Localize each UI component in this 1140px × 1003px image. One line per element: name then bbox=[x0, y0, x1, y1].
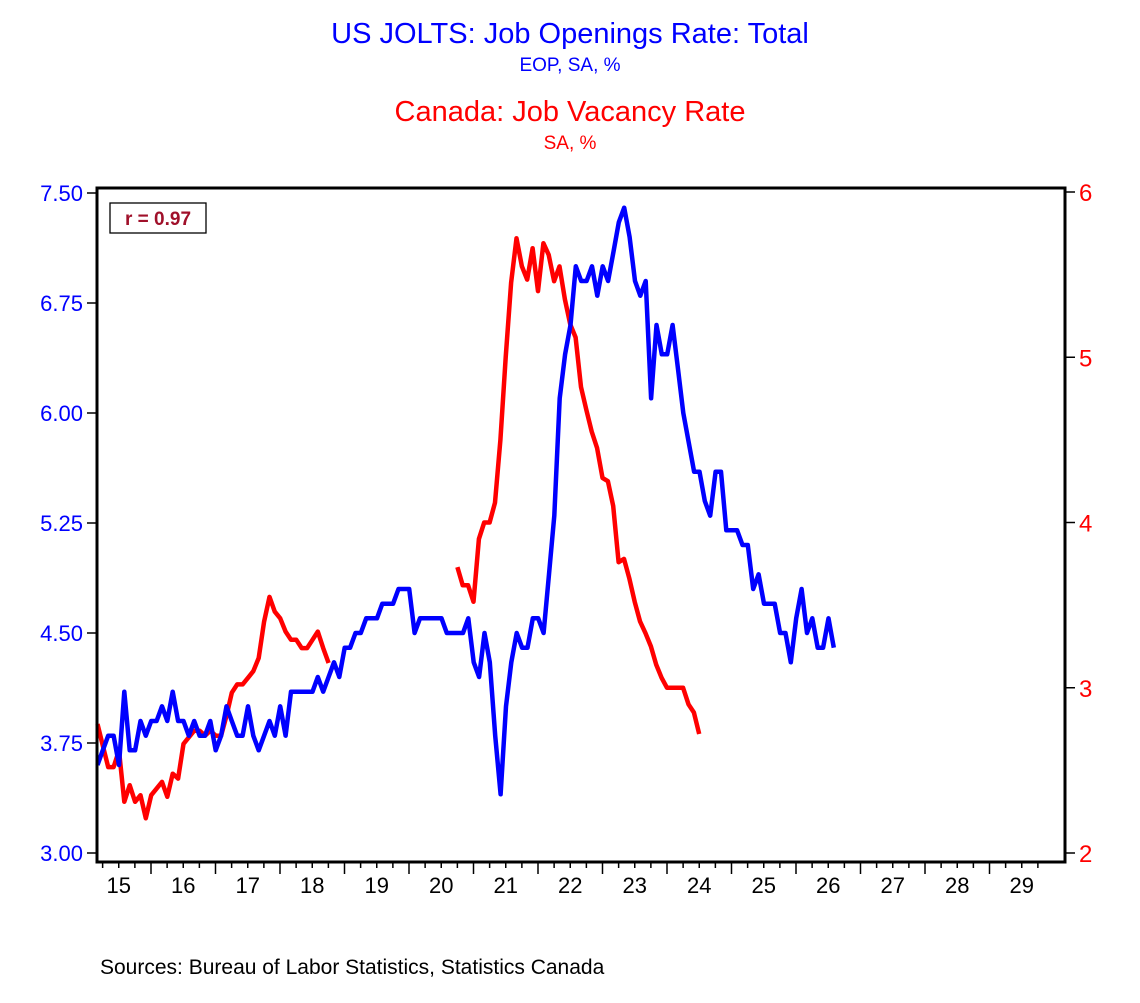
series-layer bbox=[95, 205, 837, 821]
correlation-label: r = 0.97 bbox=[125, 209, 191, 230]
y-right-tick-label: 6 bbox=[1079, 180, 1092, 207]
x-tick-label: 28 bbox=[945, 873, 969, 898]
y-right-tick-label: 4 bbox=[1079, 511, 1092, 538]
x-tick-label: 25 bbox=[752, 873, 776, 898]
series-line-canada-segment-1 bbox=[95, 594, 331, 821]
chart-subtitle-canada: SA, % bbox=[543, 133, 597, 154]
x-tick-label: 23 bbox=[623, 873, 647, 898]
x-tick-label: 21 bbox=[494, 873, 518, 898]
y-right-tick-label: 2 bbox=[1079, 841, 1092, 868]
x-tick-label: 24 bbox=[687, 873, 711, 898]
chart-title-canada: Canada: Job Vacancy Rate bbox=[394, 96, 746, 128]
source-note: Sources: Bureau of Labor Statistics, Sta… bbox=[100, 956, 605, 979]
x-tick-label: 19 bbox=[365, 873, 389, 898]
x-tick-label: 27 bbox=[881, 873, 905, 898]
y-right-tick-label: 3 bbox=[1079, 676, 1092, 703]
correlation-box: r = 0.97 bbox=[109, 202, 207, 234]
y-left-tick-label: 3.00 bbox=[40, 841, 83, 866]
y-left-tick-label: 7.50 bbox=[40, 181, 83, 206]
x-tick-label: 15 bbox=[107, 873, 131, 898]
series-line-canada-segment-2 bbox=[455, 236, 702, 735]
x-tick-label: 26 bbox=[816, 873, 840, 898]
series-line-us bbox=[95, 205, 837, 797]
x-tick-label: 29 bbox=[1010, 873, 1034, 898]
x-tick-label: 22 bbox=[558, 873, 582, 898]
y-left-tick-label: 4.50 bbox=[40, 621, 83, 646]
y-left-tick-label: 6.75 bbox=[40, 291, 83, 316]
x-tick-label: 18 bbox=[300, 873, 324, 898]
y-right-tick-label: 5 bbox=[1079, 345, 1092, 372]
x-tick-label: 17 bbox=[236, 873, 260, 898]
x-tick-label: 20 bbox=[429, 873, 453, 898]
y-left-tick-label: 3.75 bbox=[40, 731, 83, 756]
plot-frame bbox=[95, 186, 1067, 864]
chart-title-us: US JOLTS: Job Openings Rate: Total bbox=[331, 18, 809, 50]
y-left-tick-label: 5.25 bbox=[40, 511, 83, 536]
chart-subtitle-us: EOP, SA, % bbox=[519, 55, 621, 76]
x-tick-label: 16 bbox=[171, 873, 195, 898]
y-left-tick-label: 6.00 bbox=[40, 401, 83, 426]
